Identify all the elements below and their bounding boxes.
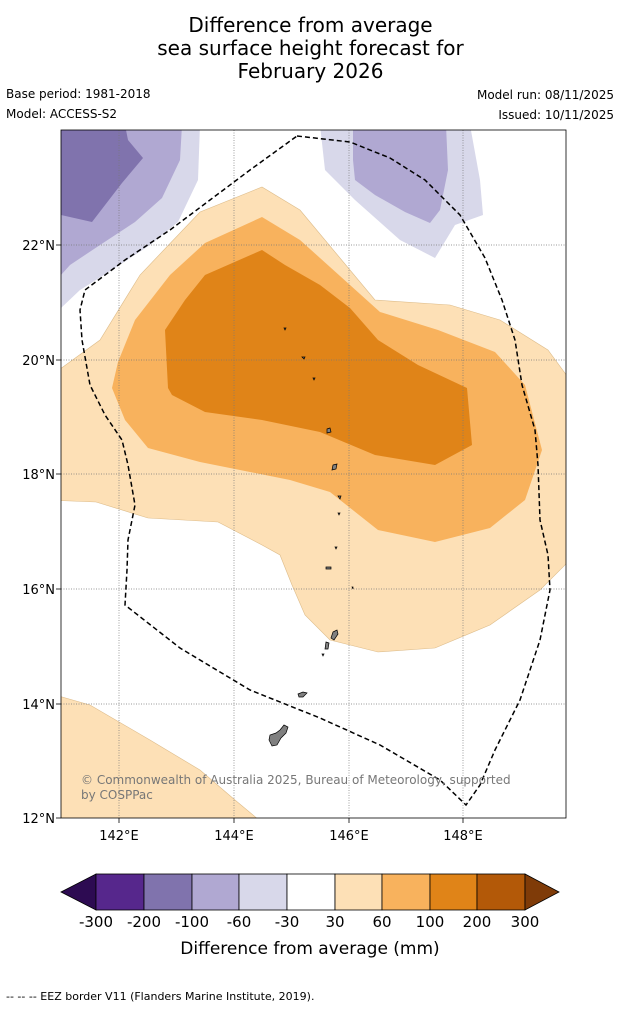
base-period-label: Base period: 1981-2018 <box>6 87 151 101</box>
model-label: Model: ACCESS-S2 <box>6 107 118 121</box>
colorbar-bin-4 <box>238 873 288 911</box>
lon-label-142e: 142°E <box>99 829 139 844</box>
attribution-line-1: © Commonwealth of Australia 2025, Bureau… <box>81 773 511 787</box>
island-asuncion <box>312 377 316 381</box>
lon-label-146e: 146°E <box>329 829 369 844</box>
title-line-2: sea surface height forecast for <box>157 36 464 60</box>
issued-label: Issued: 10/11/2025 <box>498 108 614 122</box>
colorbar-tick-60: 60 <box>372 913 391 931</box>
contour-layer <box>61 130 566 818</box>
island-guguan <box>337 512 341 516</box>
island-saipan <box>330 629 339 641</box>
lat-label-22n: 22°N <box>22 239 55 254</box>
island-agrihan <box>326 427 332 434</box>
colorbar-extend-high <box>524 873 560 911</box>
attribution-line-2: by COSPPac <box>81 788 153 802</box>
colorbar-tick-300: 300 <box>511 913 540 931</box>
colorbar-tick-m200: -200 <box>127 913 161 931</box>
island-alamagan <box>337 495 342 500</box>
title-line-1: Difference from average <box>188 13 433 37</box>
island-tinian <box>324 641 330 650</box>
contour-neg-100-west <box>61 130 143 222</box>
colorbar-tick-30: 30 <box>325 913 344 931</box>
graticule <box>61 130 566 818</box>
colorbar-bin-5 <box>286 873 336 911</box>
colorbar-bin-8 <box>429 873 478 911</box>
colorbar <box>60 873 560 911</box>
colorbar-bin-1 <box>95 873 145 911</box>
island-pagan <box>331 463 338 471</box>
colorbar-tick-m300: -300 <box>79 913 113 931</box>
island-fdm <box>351 586 354 590</box>
colorbar-tick-m30: -30 <box>275 913 300 931</box>
colorbar-bin-9 <box>476 873 526 911</box>
lat-label-12n: 12°N <box>22 812 55 827</box>
colorbar-tick-200: 200 <box>463 913 492 931</box>
island-sarigan <box>334 546 338 550</box>
eez-legend-footer: -- -- -- EEZ border V11 (Flanders Marine… <box>6 990 315 1003</box>
colorbar-extend-low <box>60 873 97 911</box>
contour-neg-30-sw <box>61 696 257 818</box>
lat-label-18n: 18°N <box>22 468 55 483</box>
lon-label-148e: 148°E <box>443 829 483 844</box>
chart-title: Difference from average sea surface heig… <box>0 14 621 83</box>
colorbar-bin-2 <box>143 873 193 911</box>
title-line-3: February 2026 <box>237 59 384 83</box>
island-farallon <box>283 327 287 331</box>
island-rota <box>297 691 308 698</box>
colorbar-tick-m60: -60 <box>227 913 252 931</box>
colorbar-bin-6 <box>334 873 383 911</box>
colorbar-label: Difference from average (mm) <box>180 939 439 959</box>
model-run-label: Model run: 08/11/2025 <box>476 88 614 102</box>
lat-label-14n: 14°N <box>22 698 55 713</box>
island-guam <box>268 724 289 747</box>
contour-pos-100 <box>165 250 472 465</box>
lon-label-144e: 144°E <box>214 829 254 844</box>
lat-label-20n: 20°N <box>22 354 55 369</box>
islands <box>268 327 354 747</box>
colorbar-tick-100: 100 <box>416 913 445 931</box>
lat-label-16n: 16°N <box>22 583 55 598</box>
island-aguijan <box>321 653 325 657</box>
island-maug <box>301 356 306 360</box>
colorbar-tick-m100: -100 <box>175 913 209 931</box>
colorbar-bin-7 <box>381 873 431 911</box>
colorbar-bin-3 <box>191 873 240 911</box>
eez-border <box>79 135 551 807</box>
ticks <box>56 244 464 823</box>
island-anatahan <box>325 566 332 570</box>
